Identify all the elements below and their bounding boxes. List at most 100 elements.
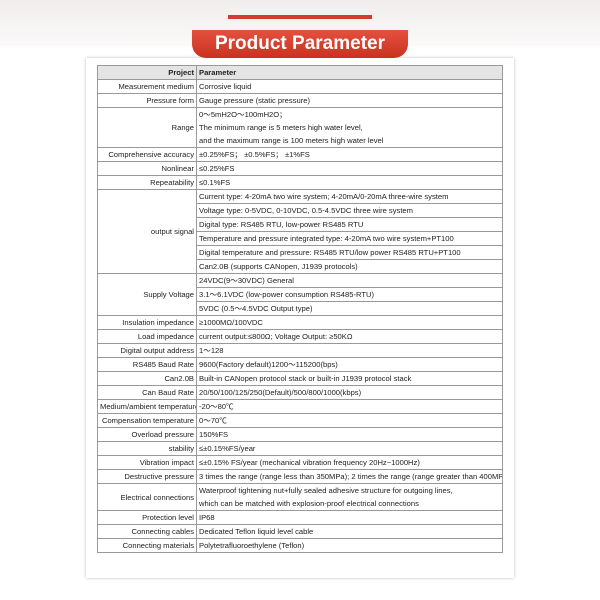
value-line: Waterproof tightening nut+fully sealed a… — [199, 486, 453, 495]
row-label: output signal — [97, 189, 197, 274]
title-banner: Product Parameter — [192, 30, 408, 58]
row-value: ≥1000MΩ/100VDC — [196, 315, 503, 330]
value-line: Built-in CANopen protocol stack or built… — [199, 374, 412, 383]
table-row: Medium/ambient temperature -20～80℃ — [97, 399, 503, 414]
row-value: 24VDC(9～30VDC) General — [196, 273, 503, 288]
header-cell: Project — [97, 65, 197, 80]
table-row: Overload pressure 150%FS — [97, 427, 503, 442]
row-value: Voltage type: 0-5VDC, 0-10VDC, 0.5-4.5VD… — [196, 203, 503, 218]
row-value: Corrosive liquid — [196, 79, 503, 94]
row-label: RS485 Baud Rate — [97, 357, 197, 372]
row-label: Compensation temperature — [97, 413, 197, 428]
row-label: Connecting cables — [97, 524, 197, 539]
value-line: ≥1000MΩ/100VDC — [199, 318, 263, 327]
table-row: Supply Voltage 24VDC(9～30VDC) General — [97, 273, 503, 316]
row-value: 150%FS — [196, 427, 503, 442]
table-row: RS485 Baud Rate 9600(Factory default)1200… — [97, 357, 503, 372]
row-value: 3 times the range (range less than 350MP… — [196, 469, 503, 484]
table-row: Can Baud Rate 20/50/100/125/250(Default)/… — [97, 385, 503, 400]
table-row: Destructive pressure 3 times the range (r… — [97, 469, 503, 484]
row-value: Dedicated Teflon liquid level cable — [196, 524, 503, 539]
row-value: ≤0.1%FS — [196, 175, 503, 190]
row-value: Polytetrafluoroethylene (Teflon) — [196, 538, 503, 553]
row-value: -20～80℃ — [196, 399, 503, 414]
value-line: 5VDC (0.5～4.5VDC Output type) — [199, 304, 313, 313]
parameter-table: Project Parameter Measurement medium Corr… — [97, 65, 503, 553]
row-value: Digital temperature and pressure: RS485 … — [196, 245, 503, 260]
value-line: Digital type: RS485 RTU, low-power RS485… — [199, 220, 364, 229]
row-label: Medium/ambient temperature — [97, 399, 197, 414]
row-value: IP68 — [196, 510, 503, 525]
row-label: Measurement medium — [97, 79, 197, 94]
row-label: Insulation impedance — [97, 315, 197, 330]
table-row: Insulation impedance ≥1000MΩ/100VDC — [97, 315, 503, 330]
header-row: Project Parameter — [97, 65, 503, 80]
value-line: The minimum range is 5 meters high water… — [199, 123, 363, 132]
top-line — [228, 15, 372, 19]
value-line: current output:≤800Ω; Voltage Output: ≥5… — [199, 332, 353, 341]
table-row: Repeatability ≤0.1%FS — [97, 175, 503, 190]
row-label: Vibration impact — [97, 455, 197, 470]
value-line: 20/50/100/125/250(Default)/500/800/1000(… — [199, 388, 362, 397]
table-row: Compensation temperature 0～70℃ — [97, 413, 503, 428]
table-row: Can2.0B Built-in CANopen protocol stack o… — [97, 371, 503, 386]
row-label: Nonlinear — [97, 161, 197, 176]
value-line: Digital temperature and pressure: RS485 … — [199, 248, 461, 257]
row-label: Repeatability — [97, 175, 197, 190]
value-line: Can2.0B (supports CANopen, J1939 protoco… — [199, 262, 358, 271]
row-label: Can2.0B — [97, 371, 197, 386]
row-label: Supply Voltage — [97, 273, 197, 316]
header-cell: Parameter — [196, 65, 503, 80]
row-value: 5VDC (0.5～4.5VDC Output type) — [196, 301, 503, 316]
row-value: 9600(Factory default)1200～115200(bps) — [196, 357, 503, 372]
value-line: ≤±0.15%FS/year — [199, 444, 256, 453]
row-label: Load impedance — [97, 329, 197, 344]
value-line: ≤±0.15% FS/year (mechanical vibration fr… — [199, 458, 420, 467]
table-row: Comprehensive accuracy ±0.25%FS； ±0.5%FS；… — [97, 147, 503, 162]
value-line: 3.1～6.1VDC (low-power consumption RS485-… — [199, 290, 375, 299]
value-line: 0～70℃ — [199, 416, 227, 425]
row-value: Built-in CANopen protocol stack or built… — [196, 371, 503, 386]
table-row: stability ≤±0.15%FS/year — [97, 441, 503, 456]
value-line: Temperature and pressure integrated type… — [199, 234, 454, 243]
value-line: Polytetrafluoroethylene (Teflon) — [199, 541, 305, 550]
table-row: Measurement medium Corrosive liquid — [97, 79, 503, 94]
value-line: 150%FS — [199, 430, 229, 439]
value-line: 9600(Factory default)1200～115200(bps) — [199, 360, 338, 369]
table-row: Connecting materials Polytetrafluoroethyl… — [97, 538, 503, 553]
value-line: and the maximum range is 100 meters high… — [199, 136, 384, 145]
table-row: Range 0～5mH2O～100mH2O； The minimum range i… — [97, 107, 503, 148]
value-line: Current type: 4-20mA two wire system; 4-… — [199, 192, 449, 201]
value-line: -20～80℃ — [199, 402, 234, 411]
row-value: ±0.25%FS； ±0.5%FS； ±1%FS — [196, 147, 503, 162]
table-row: Pressure form Gauge pressure (static pres… — [97, 93, 503, 108]
row-value: Waterproof tightening nut+fully sealed a… — [196, 483, 503, 511]
row-value: 3.1～6.1VDC (low-power consumption RS485-… — [196, 287, 503, 302]
row-label: Electrical connections — [97, 483, 197, 511]
table-row: Protection level IP68 — [97, 510, 503, 525]
row-value: current output:≤800Ω; Voltage Output: ≥5… — [196, 329, 503, 344]
row-label: Destructive pressure — [97, 469, 197, 484]
row-label: Overload pressure — [97, 427, 197, 442]
value-line: Voltage type: 0-5VDC, 0-10VDC, 0.5-4.5VD… — [199, 206, 413, 215]
row-value: 1～128 — [196, 343, 503, 358]
value-line: Corrosive liquid — [199, 82, 252, 91]
row-value: 20/50/100/125/250(Default)/500/800/1000(… — [196, 385, 503, 400]
table-row: Connecting cables Dedicated Teflon liquid… — [97, 524, 503, 539]
value-line: 3 times the range (range less than 350MP… — [199, 472, 503, 481]
value-line: which can be matched with explosion-proo… — [199, 499, 419, 508]
row-label: Range — [97, 107, 197, 148]
row-value: ≤0.25%FS — [196, 161, 503, 176]
row-label: Connecting materials — [97, 538, 197, 553]
value-line: 24VDC(9～30VDC) General — [199, 276, 294, 285]
row-value: Can2.0B (supports CANopen, J1939 protoco… — [196, 259, 503, 274]
value-line: 0～5mH2O～100mH2O； — [199, 110, 287, 119]
table-row: Load impedance current output:≤800Ω; Volt… — [97, 329, 503, 344]
row-label: Protection level — [97, 510, 197, 525]
row-value: Gauge pressure (static pressure) — [196, 93, 503, 108]
value-line: Gauge pressure (static pressure) — [199, 96, 310, 105]
row-label: Can Baud Rate — [97, 385, 197, 400]
row-value: 0～5mH2O～100mH2O； The minimum range is 5 m… — [196, 107, 503, 148]
row-value: ≤±0.15% FS/year (mechanical vibration fr… — [196, 455, 503, 470]
